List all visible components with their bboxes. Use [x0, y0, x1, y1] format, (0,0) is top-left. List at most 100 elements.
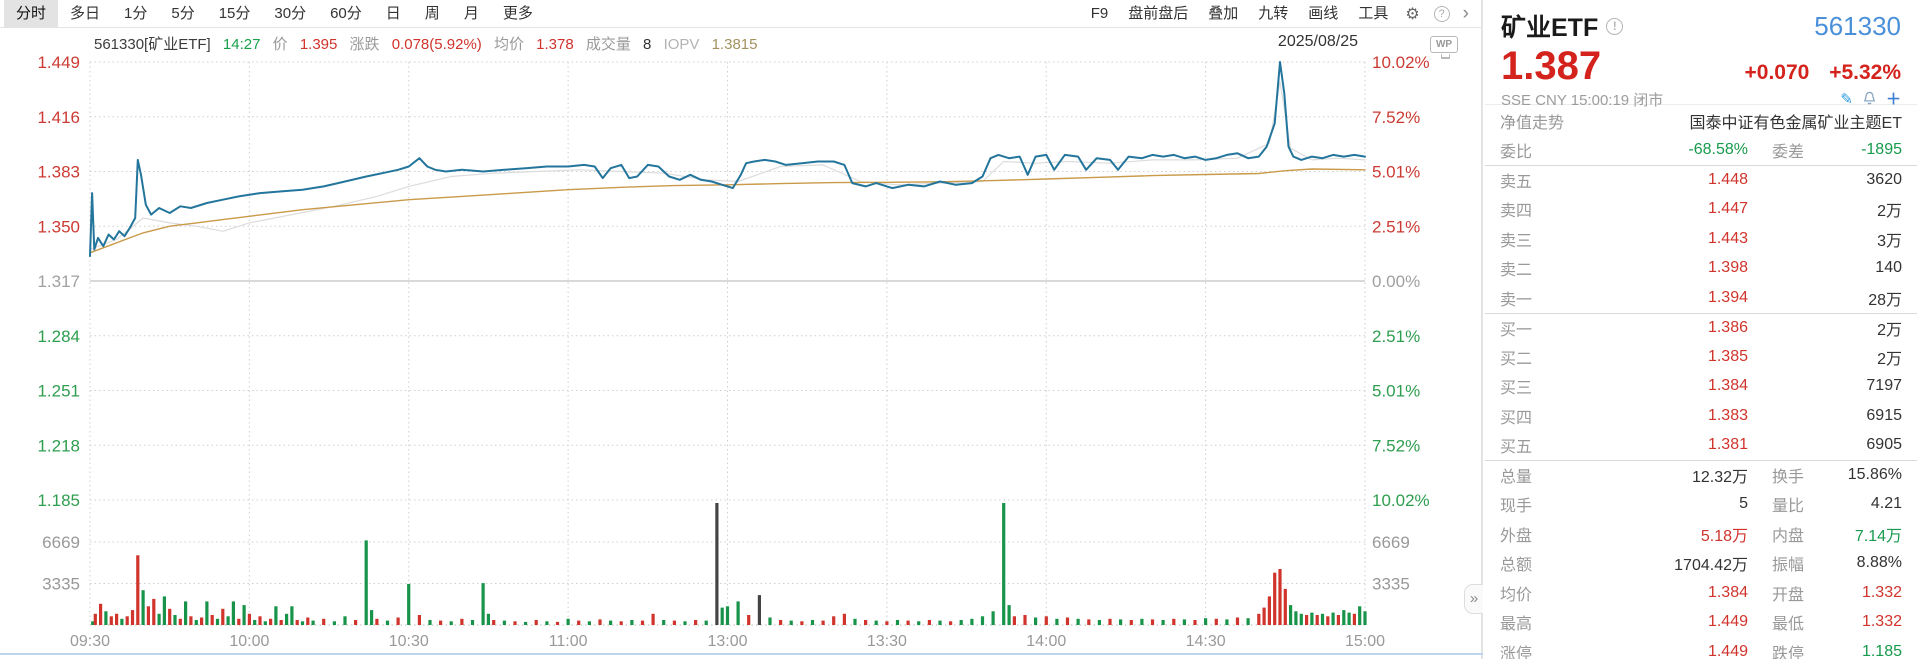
tool-item-6[interactable]: 工具 — [1358, 5, 1389, 22]
info-icon[interactable]: ! — [1606, 17, 1624, 35]
stat-row-总额: 总额 1704.42万 振幅 8.88% — [1500, 554, 1902, 575]
quote-panel: 矿业ETF ! 561330 1.387 +0.070 +5.32% SSE C… — [1485, 0, 1917, 659]
orderbook-row-卖三[interactable]: 卖三 1.443 3万 — [1500, 229, 1902, 250]
stat-row-委比: 委比 -68.58% 委差 -1895 — [1500, 141, 1902, 162]
readout-price: 1.395 — [299, 36, 338, 53]
readout-symbol: 561330[矿业ETF] — [94, 36, 211, 53]
orderbook-row-卖五[interactable]: 卖五 1.448 3620 — [1485, 165, 1917, 195]
readout-volume-label: 成交量 — [585, 36, 631, 53]
readout-change-label: 涨跌 — [349, 36, 380, 53]
period-tab-7[interactable]: 60分 — [330, 5, 362, 22]
intraday-chart[interactable]: 1.449 10.02% 1.416 7.52% 1.383 5.01% 1.350 2.51… — [0, 0, 1483, 659]
svg-text:5.01%: 5.01% — [1372, 382, 1420, 401]
svg-text:1.251: 1.251 — [37, 382, 80, 401]
svg-text:0.00%: 0.00% — [1372, 272, 1420, 291]
stat-row-总量: 总量 12.32万 换手 15.86% — [1485, 460, 1917, 490]
period-tab-1[interactable]: 分时 — [4, 0, 59, 27]
svg-text:10:00: 10:00 — [229, 633, 269, 650]
tools-strip: F9 盘前盘后 叠加 九转 画线 工具 ⚙ ? › — [1081, 0, 1475, 27]
period-tab-6[interactable]: 30分 — [274, 5, 307, 22]
period-tab-3[interactable]: 1分 — [124, 5, 148, 22]
readout-avg: 1.378 — [536, 36, 574, 53]
period-tab-5[interactable]: 15分 — [218, 5, 251, 22]
bell-icon[interactable] — [1862, 91, 1877, 109]
svg-text:2.51%: 2.51% — [1372, 217, 1420, 236]
svg-text:7.52%: 7.52% — [1372, 436, 1420, 455]
stat-row-最高: 最高 1.449 最低 1.332 — [1500, 613, 1902, 634]
period-tab-9[interactable]: 周 — [424, 5, 440, 22]
svg-text:1.218: 1.218 — [37, 436, 80, 455]
tool-item-2[interactable]: 盘前盘后 — [1128, 5, 1189, 22]
stat-row-现手: 现手 5 量比 4.21 — [1500, 495, 1902, 516]
svg-text:3335: 3335 — [1372, 574, 1410, 593]
svg-text:6669: 6669 — [1372, 533, 1410, 552]
svg-text:6669: 6669 — [42, 533, 80, 552]
period-tab-2[interactable]: 多日 — [70, 5, 101, 22]
svg-text:1.416: 1.416 — [37, 108, 80, 127]
orderbook-row-买三[interactable]: 买三 1.384 7197 — [1500, 377, 1902, 398]
chart-region: 1.449 10.02% 1.416 7.52% 1.383 5.01% 1.350 2.51… — [0, 0, 1483, 659]
readout-avg-label: 均价 — [493, 36, 524, 53]
svg-text:1.449: 1.449 — [37, 53, 80, 72]
tool-item-5[interactable]: 画线 — [1308, 5, 1339, 22]
svg-text:5.01%: 5.01% — [1372, 163, 1420, 182]
change-group: +0.070 +5.32% — [1731, 61, 1901, 85]
orderbook-row-买一[interactable]: 买一 1.386 2万 — [1485, 312, 1917, 343]
stock-code: 561330 — [1814, 10, 1901, 41]
svg-text:1.284: 1.284 — [37, 327, 80, 346]
chart-readout: 561330[矿业ETF] 14:27 价 1.395 涨跌 0.078(5.9… — [94, 33, 765, 54]
gear-icon[interactable]: ⚙ — [1405, 5, 1420, 23]
svg-text:13:30: 13:30 — [867, 633, 907, 650]
change-value: +0.070 — [1744, 61, 1810, 84]
svg-text:10.02%: 10.02% — [1372, 491, 1430, 510]
svg-text:1.317: 1.317 — [37, 272, 80, 291]
help-icon[interactable]: ? — [1433, 5, 1450, 22]
period-tab-strip: 分时 多日 1分 5分 15分 30分 60分 日 周 月 更多 — [4, 0, 545, 27]
chart-date: 2025/08/25 — [1277, 33, 1358, 50]
stock-name: 矿业ETF — [1501, 14, 1599, 42]
change-percent: +5.32% — [1829, 61, 1901, 84]
svg-text:14:00: 14:00 — [1026, 633, 1066, 650]
svg-text:09:30: 09:30 — [70, 633, 110, 650]
svg-text:2.51%: 2.51% — [1372, 327, 1420, 346]
stat-row-均价: 均价 1.384 开盘 1.332 — [1500, 583, 1902, 604]
readout-price-label: 价 — [272, 36, 288, 53]
readout-volume: 8 — [643, 36, 652, 53]
tool-items: F9 盘前盘后 叠加 九转 画线 工具 — [1081, 0, 1399, 27]
period-tab-8[interactable]: 日 — [385, 5, 401, 22]
wp-watermark-icon: WP — [1430, 36, 1458, 59]
period-tab-10[interactable]: 月 — [463, 5, 479, 22]
orderbook-row-卖一[interactable]: 卖一 1.394 28万 — [1500, 288, 1902, 309]
orderbook-row-卖四[interactable]: 卖四 1.447 2万 — [1500, 200, 1902, 221]
period-tab-11[interactable]: 更多 — [502, 5, 533, 22]
readout-iopv: 1.3815 — [711, 36, 758, 53]
svg-text:1.350: 1.350 — [37, 217, 80, 236]
add-icon[interactable]: ＋ — [1885, 91, 1901, 108]
panel-collapse-handle[interactable]: » — [1464, 584, 1483, 614]
quote-header: 矿业ETF ! 561330 1.387 +0.070 +5.32% SSE C… — [1485, 0, 1917, 109]
stat-row-涨停: 涨停 1.449 跌停 1.185 — [1500, 642, 1902, 659]
chevron-right-icon[interactable]: › — [1462, 2, 1469, 24]
orderbook-row-买五[interactable]: 买五 1.381 6905 — [1500, 436, 1902, 457]
edit-icon[interactable]: ✎ — [1840, 91, 1853, 108]
svg-text:10.02%: 10.02% — [1372, 53, 1430, 72]
svg-text:7.52%: 7.52% — [1372, 108, 1420, 127]
period-toolbar: 分时 多日 1分 5分 15分 30分 60分 日 周 月 更多 F9 盘前盘后 叠加 九转 画线 工具 ⚙ … — [0, 0, 1481, 28]
stat-row-外盘: 外盘 5.18万 内盘 7.14万 — [1500, 527, 1902, 545]
tool-item-1[interactable]: F9 — [1090, 5, 1109, 22]
quote-rows: 净值走势 国泰中证有色金属矿业主题ET 委比 -68.58% 委差 -1895 卖五 1.44… — [1485, 106, 1917, 659]
svg-text:14:30: 14:30 — [1186, 633, 1226, 650]
svg-text:3335: 3335 — [42, 574, 80, 593]
orderbook-row-卖二[interactable]: 卖二 1.398 140 — [1500, 259, 1902, 280]
svg-text:1.383: 1.383 — [37, 163, 80, 182]
svg-text:1.185: 1.185 — [37, 491, 80, 510]
readout-change: 0.078(5.92%) — [391, 36, 482, 53]
orderbook-row-买四[interactable]: 买四 1.383 6915 — [1500, 406, 1902, 427]
tool-item-4[interactable]: 九转 — [1258, 5, 1289, 22]
readout-time: 14:27 — [222, 36, 261, 53]
svg-text:15:00: 15:00 — [1345, 633, 1385, 650]
orderbook-row-买二[interactable]: 买二 1.385 2万 — [1500, 347, 1902, 368]
period-tab-4[interactable]: 5分 — [171, 5, 195, 22]
tool-item-3[interactable]: 叠加 — [1208, 5, 1239, 22]
svg-text:13:00: 13:00 — [707, 633, 747, 650]
